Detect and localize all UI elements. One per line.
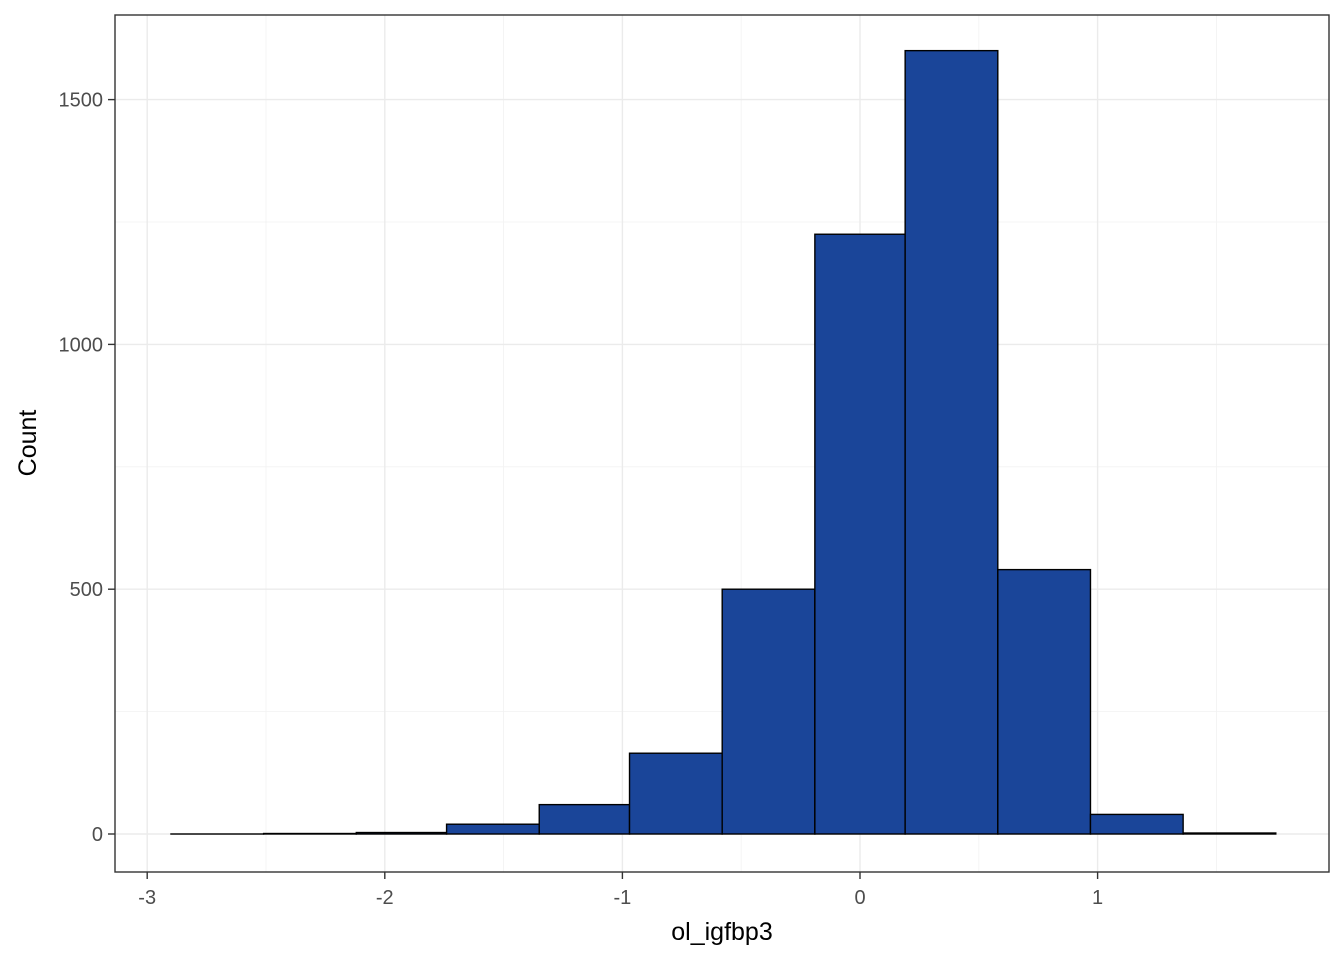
histogram-bar <box>721 588 816 835</box>
histogram-bar <box>904 49 999 835</box>
y-tick-label: 0 <box>92 824 103 846</box>
y-tick-label: 1000 <box>59 334 104 356</box>
x-tick-label: -1 <box>614 887 632 909</box>
y-tick-label: 1500 <box>59 90 104 112</box>
x-tick-label: 1 <box>1092 887 1103 909</box>
x-axis-title: ol_igfbp3 <box>671 918 772 946</box>
x-axis: -3 -2 -1 0 1 <box>138 872 1103 909</box>
histogram-bar <box>997 568 1092 835</box>
x-tick-label: -2 <box>376 887 394 909</box>
x-tick-label: -3 <box>138 887 156 909</box>
histogram-bar <box>1182 832 1277 835</box>
y-axis-title: Count <box>14 410 42 477</box>
histogram-bar <box>355 831 448 835</box>
histogram-bar <box>445 823 540 835</box>
y-tick-label: 500 <box>70 579 103 601</box>
histogram-bar <box>628 752 723 835</box>
histogram-bar <box>1089 813 1184 835</box>
x-tick-label: 0 <box>854 887 865 909</box>
histogram-bar <box>814 233 906 835</box>
y-axis: 0 500 1000 1500 <box>59 90 115 846</box>
histogram-bar <box>538 803 631 835</box>
histogram-bars <box>170 49 1277 835</box>
panel-border <box>114 14 1330 873</box>
